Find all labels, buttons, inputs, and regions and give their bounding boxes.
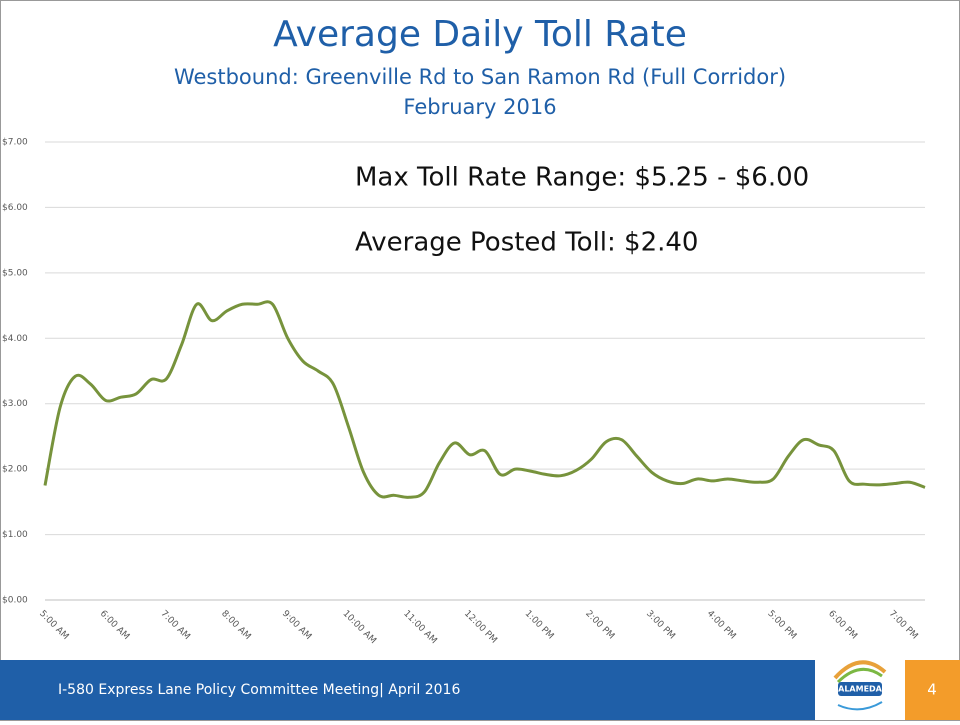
y-tick-label: $0.00 (2, 596, 28, 606)
y-tick-label: $5.00 (2, 268, 28, 278)
page-number-box (905, 660, 960, 720)
y-tick-label: $4.00 (2, 334, 28, 344)
y-tick-label: $2.00 (2, 465, 28, 475)
y-tick-label: $7.00 (2, 138, 28, 148)
y-tick-label: $3.00 (2, 399, 28, 409)
annotation: Max Toll Rate Range: $5.25 - $6.00 (355, 163, 809, 193)
page-number: 4 (927, 681, 937, 699)
y-tick-label: $1.00 (2, 530, 28, 540)
logo-label-bg (838, 682, 882, 696)
chart-subtitle: Westbound: Greenville Rd to San Ramon Rd… (174, 65, 786, 89)
logo-wave (837, 701, 883, 711)
footer-text: I-580 Express Lane Policy Committee Meet… (58, 682, 460, 698)
footer-bar (0, 660, 815, 720)
chart-period: February 2016 (403, 95, 556, 119)
chart-title: Average Daily Toll Rate (273, 14, 687, 55)
logo-arc (836, 667, 883, 684)
data-line (43, 300, 926, 499)
logo-text: ALAMEDA (838, 685, 883, 694)
annotation: Average Posted Toll: $2.40 (355, 228, 698, 258)
logo-arc (833, 660, 887, 680)
y-tick-label: $6.00 (2, 203, 28, 213)
